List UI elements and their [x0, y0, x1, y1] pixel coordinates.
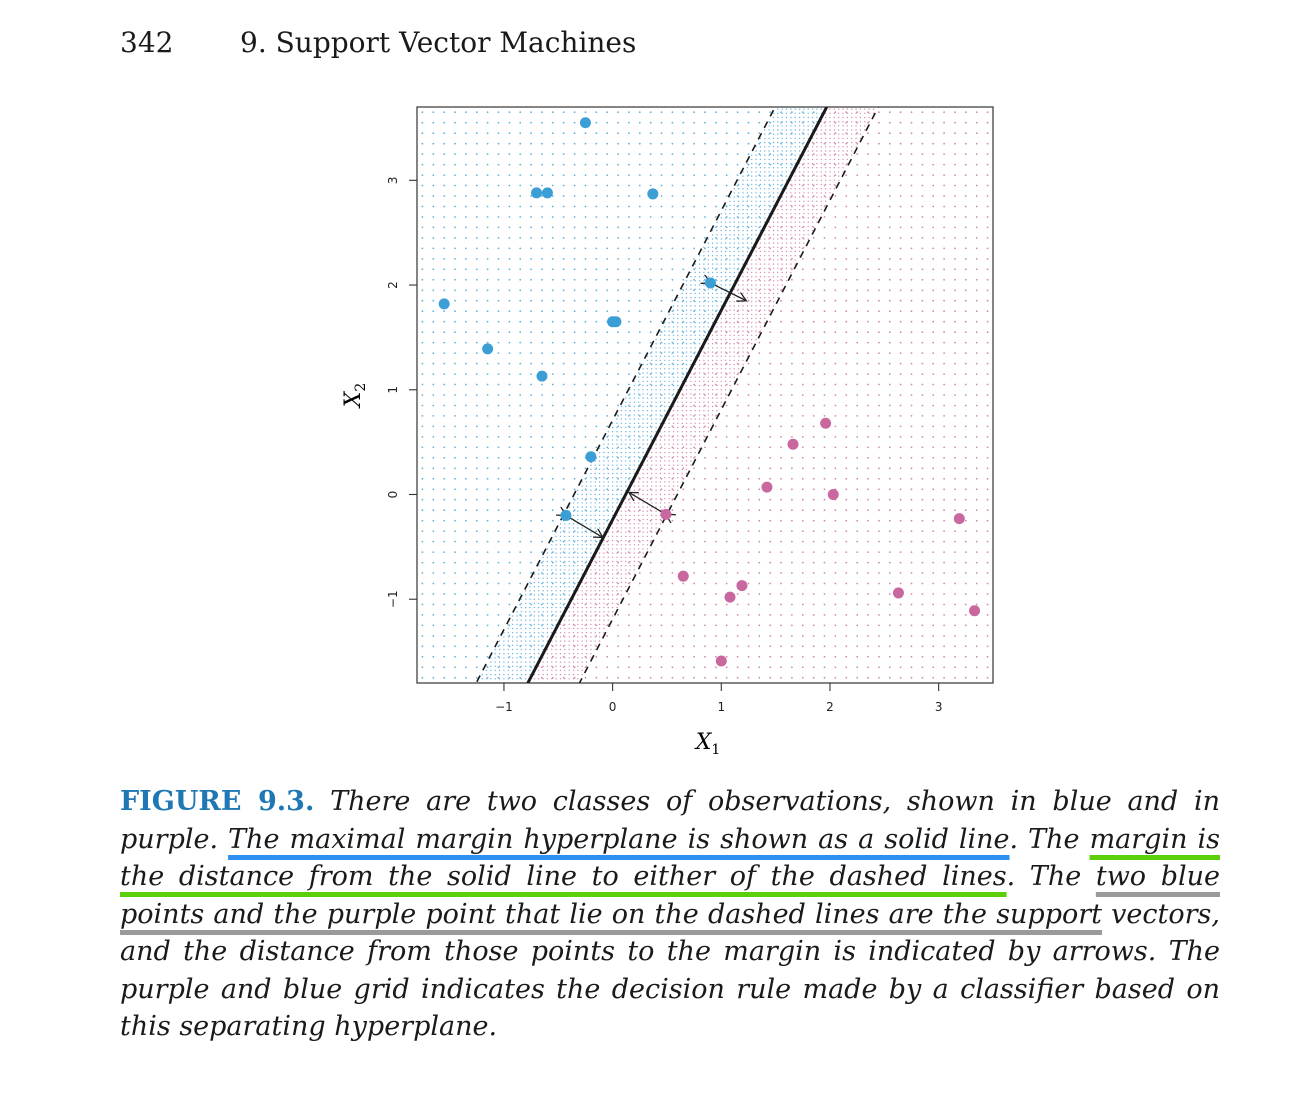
y-axis-label: X2	[341, 383, 369, 410]
margin-arrow-1	[710, 283, 746, 301]
blue-point	[610, 316, 622, 328]
y-tick-label: 3	[386, 176, 400, 184]
plot-frame	[416, 106, 994, 684]
purple-point	[715, 655, 727, 667]
blue-point	[585, 451, 597, 463]
blue-point	[438, 298, 450, 310]
purple-point	[677, 570, 689, 582]
y-tick-label: 2	[386, 281, 400, 289]
chapter-title: 9. Support Vector Machines	[240, 26, 637, 59]
y-tick-label: 0	[386, 491, 400, 499]
observations	[438, 117, 981, 667]
purple-point	[953, 513, 965, 525]
margin-arrow-2	[566, 515, 603, 537]
blue-point	[579, 117, 591, 129]
blue-point	[560, 509, 572, 521]
y-tick-label: −1	[386, 590, 400, 608]
caption-underline-green: margin is the distance from the solid li…	[120, 823, 1220, 893]
purple-point	[969, 605, 981, 617]
purple-point	[724, 591, 736, 603]
caption-text-4: vectors, and the distance from those poi…	[120, 898, 1220, 1043]
hyperplane-line	[526, 107, 829, 683]
purple-point	[736, 580, 748, 592]
blue-point	[541, 187, 553, 199]
blue-point	[647, 188, 659, 200]
caption-text-2: . The	[1009, 823, 1090, 855]
caption-text-1: There are two classes of observations, s…	[120, 786, 1220, 855]
blue-point	[531, 187, 543, 199]
blue-point	[704, 277, 716, 289]
purple-point	[827, 488, 839, 500]
x-tick-label: 0	[609, 700, 617, 714]
caption-text-3: . The	[1006, 861, 1096, 892]
margin-line-upper	[475, 107, 776, 683]
svm-figure: −1 0 1 2 3 −1 0 1 2 3 X1 X2	[341, 106, 994, 758]
purple-point	[820, 417, 832, 429]
x-axis-label: X1	[694, 730, 721, 758]
hyperplane-lines	[475, 107, 880, 683]
blue-point	[482, 343, 494, 355]
blue-point	[536, 370, 548, 382]
y-tick-label: 1	[386, 386, 400, 394]
purple-point	[892, 587, 904, 599]
x-tick-label: 3	[935, 700, 943, 714]
page-number: 342	[120, 26, 174, 59]
axis-ticks: −1 0 1 2 3 −1 0 1 2 3	[386, 176, 942, 714]
caption-underline-blue: The maximal margin hyperplane is shown a…	[228, 823, 1010, 855]
page-header: 342 9. Support Vector Machines	[120, 26, 636, 59]
figure-caption: FIGURE 9.3. There are two classes of obs…	[120, 783, 1220, 1046]
figure-label: FIGURE 9.3.	[120, 786, 315, 817]
margin-arrows	[566, 283, 746, 537]
margin-arrow-3	[629, 492, 666, 514]
purple-point	[761, 481, 773, 493]
margin-line-lower	[578, 107, 880, 683]
purple-point	[660, 508, 672, 520]
caption-underline-gray: two blue points and the purple point tha…	[120, 861, 1220, 930]
x-tick-label: 2	[826, 700, 834, 714]
purple-point	[787, 438, 799, 450]
x-tick-label: 1	[717, 700, 725, 714]
x-tick-label: −1	[495, 700, 513, 714]
